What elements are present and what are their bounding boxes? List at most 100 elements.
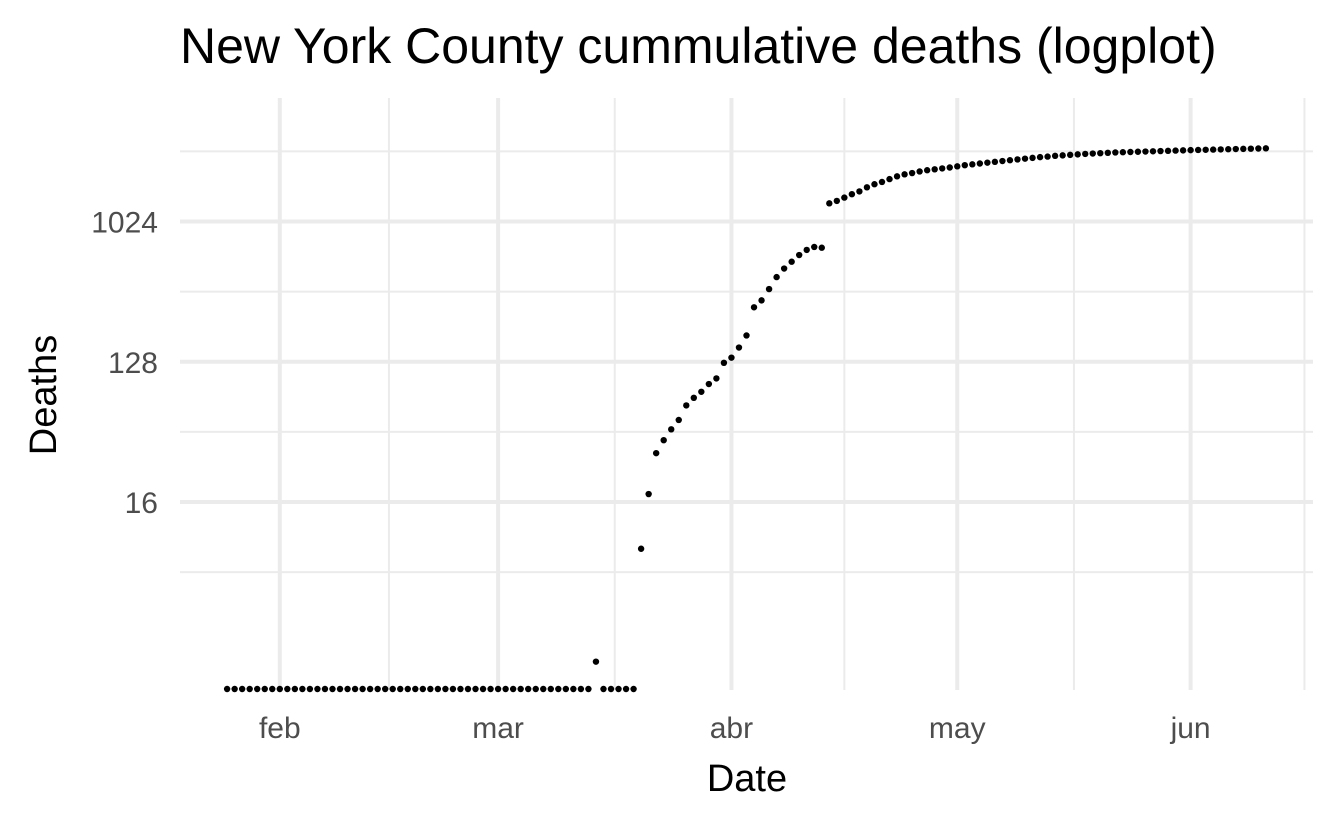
data-point xyxy=(856,188,863,195)
data-point xyxy=(1014,156,1021,163)
data-point xyxy=(871,181,878,188)
data-point xyxy=(765,285,773,293)
data-point xyxy=(585,685,592,693)
data-point xyxy=(494,685,502,693)
data-point xyxy=(351,685,359,693)
data-point xyxy=(1149,148,1157,155)
data-point xyxy=(479,685,487,693)
data-point xyxy=(449,685,457,693)
data-point xyxy=(412,685,419,693)
data-point xyxy=(622,685,630,693)
data-point xyxy=(1029,154,1036,162)
data-point xyxy=(833,197,841,205)
x-tick-label: abr xyxy=(710,712,753,745)
data-point xyxy=(878,178,886,186)
data-point xyxy=(1082,150,1089,158)
data-point xyxy=(901,171,908,178)
data-point xyxy=(577,685,585,693)
data-point xyxy=(1202,146,1209,153)
data-point xyxy=(600,685,607,693)
data-point xyxy=(803,246,810,254)
data-point xyxy=(427,685,434,693)
y-tick-label: 16 xyxy=(125,487,158,520)
data-point xyxy=(434,685,442,693)
data-point xyxy=(1104,149,1112,157)
data-point xyxy=(1209,146,1217,153)
data-point xyxy=(344,685,351,693)
data-point xyxy=(1059,152,1066,159)
data-point xyxy=(1044,153,1051,160)
data-point xyxy=(923,167,931,174)
data-point xyxy=(381,685,389,693)
x-tick-label: may xyxy=(929,712,986,745)
data-point xyxy=(1194,146,1202,154)
data-point xyxy=(359,685,366,693)
data-point xyxy=(306,685,314,693)
data-point xyxy=(1225,146,1232,153)
data-point xyxy=(750,304,758,311)
data-point xyxy=(532,685,539,693)
data-point xyxy=(931,166,938,173)
data-point xyxy=(652,449,660,457)
x-tick-label: mar xyxy=(472,712,524,745)
data-point xyxy=(1119,149,1127,156)
data-point xyxy=(1172,147,1179,154)
data-point xyxy=(1240,145,1247,153)
data-point xyxy=(269,685,276,693)
data-point xyxy=(472,685,479,693)
data-point xyxy=(1164,147,1172,155)
data-point xyxy=(254,685,261,693)
data-point xyxy=(329,685,336,693)
data-point xyxy=(1217,146,1224,153)
data-point xyxy=(1089,150,1096,157)
data-point xyxy=(562,685,570,693)
data-point xyxy=(509,685,517,693)
data-point xyxy=(908,169,916,177)
data-point xyxy=(811,243,818,251)
data-point xyxy=(246,685,253,693)
data-point xyxy=(1127,148,1134,156)
data-point xyxy=(660,436,667,444)
data-point xyxy=(1179,147,1187,154)
chart-title: New York County cummulative deaths (logp… xyxy=(180,18,1217,74)
data-point xyxy=(690,394,698,402)
data-point xyxy=(886,175,893,183)
data-point xyxy=(999,157,1006,165)
data-point xyxy=(442,685,449,693)
data-point xyxy=(1021,155,1029,162)
data-point xyxy=(1112,149,1119,156)
data-point xyxy=(1097,149,1104,157)
data-point xyxy=(1157,147,1164,155)
data-point xyxy=(683,402,690,409)
data-point xyxy=(637,545,645,552)
data-point xyxy=(238,685,246,693)
data-point xyxy=(547,685,554,693)
y-tick-label: 1024 xyxy=(91,207,158,240)
data-point xyxy=(291,685,299,693)
data-point xyxy=(607,685,615,693)
data-point xyxy=(517,685,524,693)
data-point xyxy=(780,265,788,272)
data-point xyxy=(826,200,833,207)
data-point xyxy=(299,685,306,693)
data-point xyxy=(276,685,284,693)
data-point xyxy=(946,164,953,171)
data-point xyxy=(615,685,622,693)
data-point xyxy=(555,685,562,693)
data-point xyxy=(969,161,976,168)
x-tick-label: jun xyxy=(1170,712,1211,745)
data-point xyxy=(818,244,825,251)
data-point xyxy=(404,685,411,693)
data-point xyxy=(743,332,750,339)
data-point xyxy=(374,685,381,693)
data-point xyxy=(991,158,999,166)
data-point xyxy=(525,685,532,693)
data-point xyxy=(1036,153,1044,161)
data-point xyxy=(314,685,321,693)
y-axis-title: Deaths xyxy=(23,335,65,455)
data-point xyxy=(954,163,961,170)
data-point xyxy=(1066,151,1074,159)
data-point xyxy=(336,685,344,693)
data-point xyxy=(720,359,728,367)
